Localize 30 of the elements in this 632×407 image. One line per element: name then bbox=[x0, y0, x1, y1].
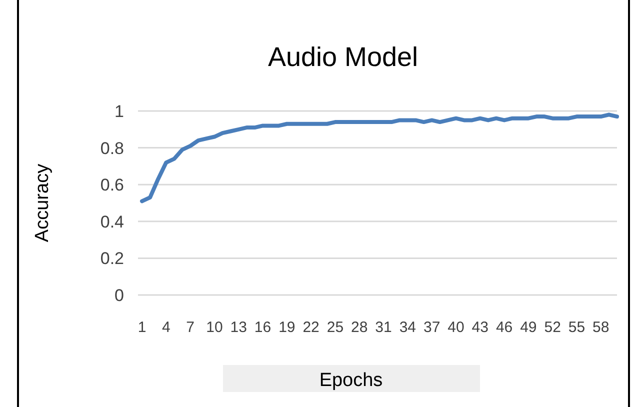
x-tick-label: 31 bbox=[375, 319, 392, 336]
line-series bbox=[140, 112, 619, 204]
y-tick-label: 0 bbox=[114, 286, 124, 305]
x-tick-label: 4 bbox=[162, 319, 170, 336]
x-tick-label: 49 bbox=[520, 319, 537, 336]
y-tick-label: 0.6 bbox=[100, 176, 124, 195]
x-tick-label: 16 bbox=[254, 319, 272, 336]
x-tick-label: 52 bbox=[544, 319, 561, 336]
x-tick-label: 7 bbox=[186, 319, 194, 336]
x-tick-label: 40 bbox=[448, 319, 464, 336]
x-tick-label: 25 bbox=[326, 319, 344, 336]
y-axis-title: Accuracy bbox=[32, 163, 53, 242]
x-tick-label: 34 bbox=[399, 319, 416, 336]
x-tick-label: 28 bbox=[351, 319, 368, 336]
x-tick-label: 58 bbox=[592, 319, 610, 336]
x-tick-label: 10 bbox=[206, 319, 223, 336]
y-tick-label: 0.4 bbox=[100, 212, 124, 232]
x-tick-label: 13 bbox=[230, 319, 247, 336]
x-tick-label: 1 bbox=[138, 319, 146, 336]
chart-title: Audio Model bbox=[268, 42, 418, 72]
x-tick-label: 37 bbox=[423, 319, 440, 336]
x-tick-label: 55 bbox=[568, 319, 586, 336]
x-tick-label: 19 bbox=[278, 319, 296, 336]
y-tick-label: 1 bbox=[114, 102, 124, 121]
y-tick-label: 0.2 bbox=[100, 249, 124, 268]
x-tick-label: 43 bbox=[472, 319, 488, 336]
x-tick-label: 22 bbox=[302, 319, 320, 336]
x-tick-label: 46 bbox=[496, 319, 513, 336]
y-tick-label: 0.8 bbox=[100, 138, 124, 158]
x-axis-title: Epochs bbox=[319, 370, 383, 391]
